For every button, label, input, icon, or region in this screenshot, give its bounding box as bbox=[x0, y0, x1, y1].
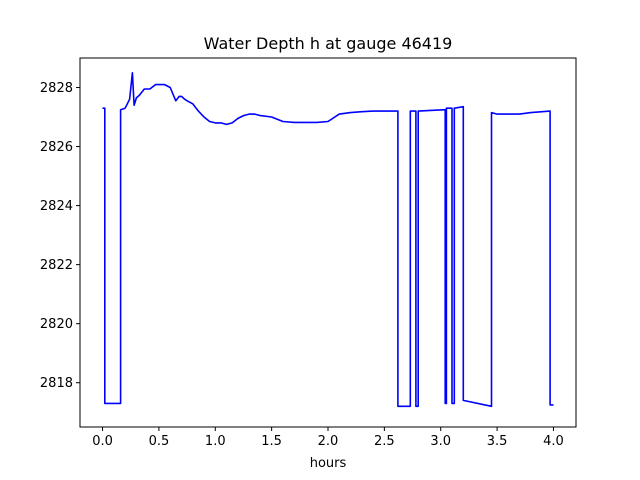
chart-title: Water Depth h at gauge 46419 bbox=[204, 34, 453, 53]
x-tick-label: 2.5 bbox=[374, 434, 395, 449]
plot-area bbox=[102, 72, 554, 408]
y-tick-label: 2828 bbox=[40, 81, 73, 96]
y-axis: 2818 2820 2822 2824 2826 2828 bbox=[40, 81, 80, 391]
x-tick-label: 4.0 bbox=[543, 434, 564, 449]
x-tick-label: 3.0 bbox=[430, 434, 451, 449]
series-line bbox=[102, 72, 554, 408]
y-tick-label: 2822 bbox=[40, 258, 73, 273]
x-tick-label: 0.5 bbox=[149, 434, 170, 449]
x-tick-label: 3.5 bbox=[487, 434, 508, 449]
x-axis-label: hours bbox=[310, 456, 347, 471]
x-tick-label: 1.5 bbox=[261, 434, 282, 449]
y-tick-label: 2824 bbox=[40, 199, 73, 214]
x-tick-label: 2.0 bbox=[318, 434, 339, 449]
y-tick-label: 2826 bbox=[40, 140, 73, 155]
x-tick-label: 0.0 bbox=[92, 434, 113, 449]
y-tick-label: 2818 bbox=[40, 376, 73, 391]
x-axis: 0.0 0.5 1.0 1.5 2.0 2.5 3.0 3.5 4.0 bbox=[92, 427, 564, 449]
y-tick-label: 2820 bbox=[40, 317, 73, 332]
x-tick-label: 1.0 bbox=[205, 434, 226, 449]
